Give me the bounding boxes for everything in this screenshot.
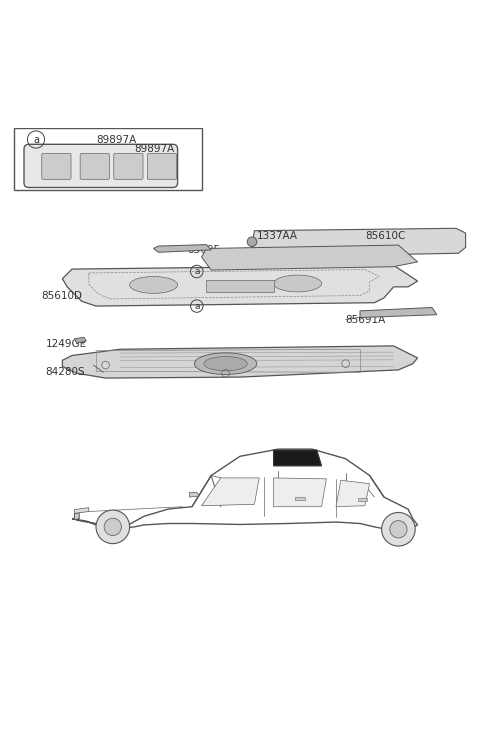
FancyBboxPatch shape (206, 279, 274, 292)
Text: a: a (194, 267, 200, 276)
FancyBboxPatch shape (114, 154, 143, 179)
Polygon shape (74, 337, 86, 343)
Text: 1337AA: 1337AA (257, 231, 298, 240)
Text: 89897A: 89897A (134, 144, 175, 154)
Text: 85690: 85690 (288, 254, 321, 265)
Polygon shape (74, 508, 89, 514)
FancyBboxPatch shape (24, 144, 178, 187)
Text: 85610C: 85610C (365, 231, 405, 240)
Polygon shape (154, 245, 211, 252)
Polygon shape (62, 346, 418, 378)
Text: a: a (194, 301, 200, 311)
Polygon shape (252, 229, 466, 257)
Polygon shape (274, 450, 322, 466)
Ellipse shape (130, 276, 178, 293)
Ellipse shape (204, 356, 247, 371)
FancyBboxPatch shape (147, 154, 177, 179)
Circle shape (96, 510, 130, 544)
Ellipse shape (274, 275, 322, 292)
Polygon shape (74, 512, 79, 520)
Polygon shape (202, 245, 418, 270)
Circle shape (247, 237, 257, 246)
Bar (295, 497, 305, 500)
Polygon shape (190, 492, 199, 497)
Polygon shape (336, 480, 370, 506)
Circle shape (390, 520, 407, 538)
Polygon shape (360, 307, 437, 318)
Polygon shape (202, 478, 259, 506)
FancyBboxPatch shape (42, 154, 71, 179)
FancyBboxPatch shape (80, 154, 109, 179)
Text: a: a (33, 135, 39, 145)
Text: 89897A: 89897A (96, 135, 136, 145)
Bar (358, 498, 367, 501)
Ellipse shape (194, 353, 257, 374)
Polygon shape (72, 449, 418, 531)
Text: 85691A: 85691A (346, 315, 386, 324)
Text: 85695: 85695 (187, 245, 220, 255)
Polygon shape (62, 265, 418, 306)
Text: 85610D: 85610D (41, 290, 82, 301)
FancyBboxPatch shape (14, 127, 202, 190)
Circle shape (104, 518, 121, 536)
Polygon shape (274, 478, 326, 506)
Circle shape (382, 512, 415, 546)
Text: 1249GE: 1249GE (46, 340, 87, 349)
Text: 84280S: 84280S (46, 368, 85, 377)
